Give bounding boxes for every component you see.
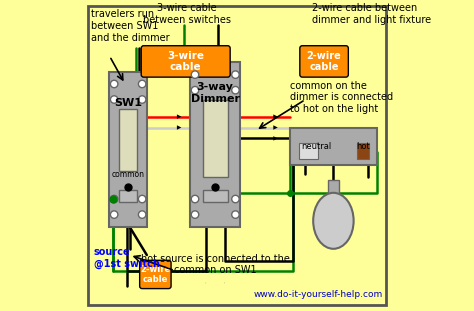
Circle shape bbox=[191, 86, 199, 94]
Text: 2-wire cable between
dimmer and light fixture: 2-wire cable between dimmer and light fi… bbox=[311, 3, 431, 25]
Circle shape bbox=[138, 211, 146, 218]
Text: 3-wire cable
between switches: 3-wire cable between switches bbox=[143, 3, 231, 25]
Bar bbox=[290, 128, 377, 165]
Circle shape bbox=[110, 195, 118, 203]
Text: 3-wire
cable: 3-wire cable bbox=[167, 51, 204, 72]
Circle shape bbox=[191, 71, 199, 78]
Text: 2-wire
cable: 2-wire cable bbox=[140, 265, 171, 284]
Text: source
@1st switch: source @1st switch bbox=[94, 247, 160, 269]
Text: hot source is connected to the
common on SW1: hot source is connected to the common on… bbox=[141, 253, 290, 275]
Circle shape bbox=[110, 211, 118, 218]
Circle shape bbox=[232, 211, 239, 218]
Text: www.do-it-yourself-help.com: www.do-it-yourself-help.com bbox=[254, 290, 383, 299]
Circle shape bbox=[138, 96, 146, 103]
Circle shape bbox=[191, 211, 199, 218]
Circle shape bbox=[138, 80, 146, 88]
Text: SW1: SW1 bbox=[114, 98, 142, 108]
Bar bbox=[299, 143, 318, 159]
Text: hot: hot bbox=[356, 142, 370, 151]
Circle shape bbox=[232, 86, 239, 94]
FancyBboxPatch shape bbox=[140, 260, 171, 289]
FancyBboxPatch shape bbox=[141, 46, 230, 77]
Bar bbox=[119, 109, 137, 171]
Text: 3-way
Dimmer: 3-way Dimmer bbox=[191, 82, 240, 104]
Bar bbox=[119, 190, 137, 202]
Text: common on the
dimmer is connected
to hot on the light: common on the dimmer is connected to hot… bbox=[290, 81, 393, 114]
Text: 2-wire
cable: 2-wire cable bbox=[307, 51, 341, 72]
Bar bbox=[203, 190, 228, 202]
Text: common: common bbox=[112, 170, 145, 179]
Circle shape bbox=[232, 195, 239, 203]
Circle shape bbox=[232, 71, 239, 78]
Circle shape bbox=[110, 96, 118, 103]
Bar bbox=[328, 180, 339, 196]
FancyBboxPatch shape bbox=[300, 46, 348, 77]
Ellipse shape bbox=[313, 193, 354, 249]
Bar bbox=[203, 100, 228, 177]
Text: travelers run
between SW1
and the dimmer: travelers run between SW1 and the dimmer bbox=[91, 9, 169, 43]
Circle shape bbox=[110, 80, 118, 88]
Bar bbox=[191, 62, 240, 227]
Bar bbox=[357, 143, 369, 159]
Circle shape bbox=[138, 195, 146, 203]
Bar bbox=[109, 72, 147, 227]
Circle shape bbox=[191, 195, 199, 203]
Text: neutral: neutral bbox=[301, 142, 331, 151]
